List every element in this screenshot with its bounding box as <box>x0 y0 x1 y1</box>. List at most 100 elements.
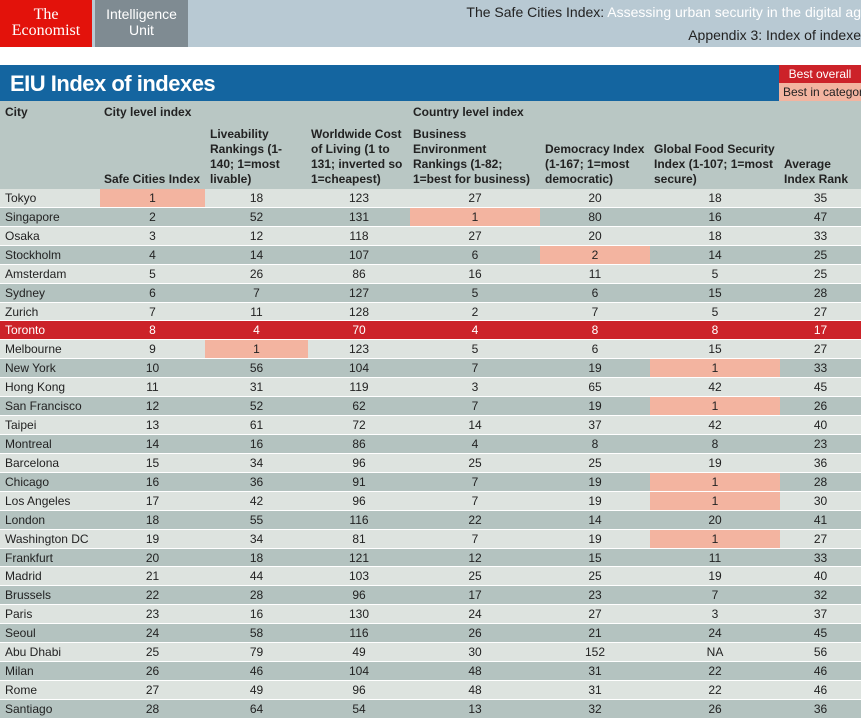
cell-safe-cities: 9 <box>149 342 156 357</box>
cell-average-rank: 47 <box>813 209 828 224</box>
cell-business-env: 4 <box>471 436 479 451</box>
cell-business-env: 48 <box>468 664 482 679</box>
cell-liveability: 52 <box>249 399 264 414</box>
cell-food-security: 26 <box>708 701 722 716</box>
cell-city: Hong Kong <box>5 380 66 395</box>
cell-business-env: 14 <box>468 418 482 433</box>
cell-safe-cities: 26 <box>145 664 160 679</box>
cell-business-env: 7 <box>471 531 479 546</box>
cell-city: Barcelona <box>5 455 60 470</box>
cell-democracy: 19 <box>588 474 602 489</box>
cell-democracy: 14 <box>588 512 602 527</box>
cell-safe-cities: 27 <box>145 682 160 697</box>
cell-average-rank: 27 <box>813 342 828 357</box>
table-header: City City level index Country level inde… <box>0 101 861 189</box>
cell-average-rank: 27 <box>813 531 828 546</box>
table-row: Rome 27 49 96 48 31 22 46 <box>0 680 861 700</box>
table-row: Montreal 14 16 86 4 8 8 23 <box>0 434 861 454</box>
cell-city: Zurich <box>5 304 39 319</box>
cell-business-env: 7 <box>471 493 479 508</box>
cell-democracy: 152 <box>584 645 606 660</box>
cell-liveability: 49 <box>249 682 264 697</box>
cell-cost-of-living: 116 <box>349 626 369 641</box>
cell-food-security: 5 <box>711 304 719 319</box>
logo-line: The <box>33 6 59 23</box>
cell-business-env: 25 <box>468 569 482 584</box>
cell-liveability: 12 <box>249 228 264 243</box>
cell-business-env: 5 <box>471 342 479 357</box>
cell-business-env: 7 <box>471 399 479 414</box>
cell-food-security: 19 <box>708 455 722 470</box>
cell-food-security: 15 <box>708 285 722 300</box>
cell-liveability: 11 <box>250 304 263 319</box>
logo-line: Economist <box>11 22 81 39</box>
cell-democracy: 19 <box>588 399 602 414</box>
cell-liveability: 14 <box>249 247 264 262</box>
cell-city: Toronto <box>5 323 46 338</box>
cell-cost-of-living: 54 <box>352 701 366 716</box>
col-safe-cities: Safe Cities Index <box>104 172 201 186</box>
cell-city: New York <box>5 361 56 376</box>
cell-cost-of-living: 96 <box>352 493 366 508</box>
cell-food-security: NA <box>706 645 724 660</box>
cell-cost-of-living: 119 <box>349 380 369 395</box>
cell-liveability: 42 <box>249 493 264 508</box>
cell-average-rank: 26 <box>813 399 828 414</box>
cell-business-env: 27 <box>468 228 482 243</box>
cell-average-rank: 33 <box>813 361 828 376</box>
cell-cost-of-living: 104 <box>348 361 370 376</box>
table-row: Tokyo 1 18 123 27 20 18 35 <box>0 189 861 208</box>
cell-food-security: 1 <box>650 491 780 510</box>
col-city: City <box>5 105 28 119</box>
cell-average-rank: 23 <box>813 436 828 451</box>
cell-safe-cities: 24 <box>145 626 160 641</box>
cell-democracy: 19 <box>588 531 602 546</box>
cell-city: London <box>5 512 46 527</box>
cell-safe-cities: 4 <box>149 247 156 262</box>
cell-democracy: 8 <box>591 436 599 451</box>
cell-average-rank: 41 <box>813 512 828 527</box>
col-food-security: Global Food Security Index (1-107; 1=mos… <box>654 142 775 186</box>
table-row: Toronto 8 4 70 4 8 8 17 <box>0 321 861 341</box>
cell-average-rank: 28 <box>813 285 828 300</box>
cell-safe-cities: 22 <box>145 588 160 603</box>
cell-cost-of-living: 128 <box>348 304 370 319</box>
cell-democracy: 8 <box>591 323 599 338</box>
cell-city: Chicago <box>5 474 50 489</box>
cell-democracy: 15 <box>588 550 602 565</box>
cell-cost-of-living: 86 <box>352 436 366 451</box>
title-bar: EIU Index of indexes <box>0 65 861 101</box>
table-row: Taipei 13 61 72 14 37 42 40 <box>0 416 861 435</box>
cell-democracy: 37 <box>588 418 602 433</box>
cell-liveability: 28 <box>249 588 264 603</box>
cell-cost-of-living: 96 <box>352 455 366 470</box>
cell-average-rank: 35 <box>813 191 828 205</box>
cell-cost-of-living: 130 <box>348 607 370 622</box>
cell-city: Singapore <box>5 209 60 224</box>
table-row: Santiago 28 64 54 13 32 26 36 <box>0 699 861 719</box>
cell-food-security: 8 <box>711 323 719 338</box>
cell-average-rank: 36 <box>813 701 828 716</box>
table-row: Chicago 16 36 91 7 19 1 28 <box>0 472 861 492</box>
cell-cost-of-living: 116 <box>349 512 369 527</box>
cell-city: Tokyo <box>5 191 37 205</box>
cell-city: Sydney <box>5 285 46 300</box>
table-row: London 18 55 116 22 14 20 41 <box>0 510 861 530</box>
cell-democracy: 21 <box>588 626 602 641</box>
cell-safe-cities: 16 <box>145 474 160 489</box>
appendix-label: Appendix 3: Index of indexe <box>688 27 861 43</box>
cell-liveability: 55 <box>249 512 264 527</box>
cell-liveability: 64 <box>249 701 264 716</box>
table-row: New York 10 56 104 7 19 1 33 <box>0 359 861 379</box>
cell-liveability: 4 <box>253 323 260 338</box>
table-row: Abu Dhabi 25 79 49 30 152 NA 56 <box>0 643 861 663</box>
table-row: Frankfurt 20 18 121 12 15 11 33 <box>0 548 861 568</box>
cell-business-env: 22 <box>468 512 482 527</box>
cell-food-security: 1 <box>650 472 780 491</box>
cell-cost-of-living: 127 <box>348 285 370 300</box>
cell-democracy: 2 <box>540 245 650 264</box>
eiu-logo: Intelligence Unit <box>95 0 188 47</box>
cell-average-rank: 27 <box>813 304 828 319</box>
cell-democracy: 27 <box>588 607 602 622</box>
cell-cost-of-living: 86 <box>352 266 366 281</box>
